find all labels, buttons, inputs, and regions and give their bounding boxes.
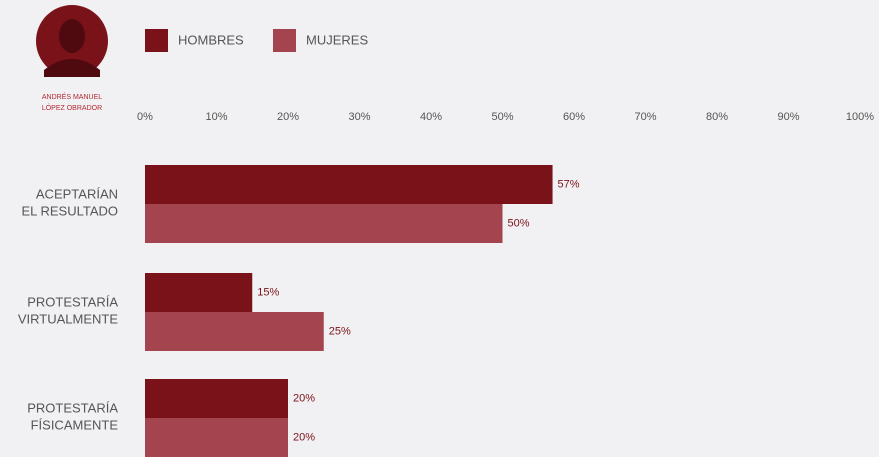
value-label: 25%: [329, 325, 351, 337]
annotation: ANDRÉS MANUEL: [42, 92, 102, 101]
bar: [145, 418, 288, 457]
legend-label: HOMBRES: [178, 32, 244, 47]
x-tick-label: 100%: [846, 111, 874, 123]
value-label: 15%: [257, 286, 279, 298]
y-tick-label: EL RESULTADO: [21, 203, 118, 218]
y-tick-label: PROTESTARÍA: [27, 294, 118, 309]
x-tick-label: 40%: [420, 111, 442, 123]
value-label: 20%: [293, 392, 315, 404]
x-tick-label: 10%: [205, 111, 227, 123]
x-tick-label: 30%: [348, 111, 370, 123]
bar: [145, 165, 553, 204]
x-tick-label: 0%: [137, 111, 153, 123]
legend-swatch: [273, 29, 296, 52]
avatar: [36, 5, 108, 77]
value-label: 57%: [558, 178, 580, 190]
x-tick-label: 70%: [634, 111, 656, 123]
y-tick-label: VIRTUALMENTE: [18, 311, 118, 326]
legend-swatch: [145, 29, 168, 52]
x-tick-label: 60%: [563, 111, 585, 123]
legend-label: MUJERES: [306, 32, 368, 47]
x-tick-label: 80%: [706, 111, 728, 123]
x-tick-label: 50%: [491, 111, 513, 123]
value-label: 20%: [293, 431, 315, 443]
value-label: 50%: [508, 217, 530, 229]
y-tick-label: PROTESTARÍA: [27, 400, 118, 415]
bar: [145, 204, 503, 243]
bar: [145, 379, 288, 418]
x-tick-label: 90%: [777, 111, 799, 123]
annotation: LÓPEZ OBRADOR: [42, 103, 102, 112]
y-tick-label: FÍSICAMENTE: [31, 417, 119, 432]
bar: [145, 273, 253, 312]
x-tick-label: 20%: [277, 111, 299, 123]
bar: [145, 312, 324, 351]
y-tick-label: ACEPTARÍAN: [36, 186, 118, 201]
